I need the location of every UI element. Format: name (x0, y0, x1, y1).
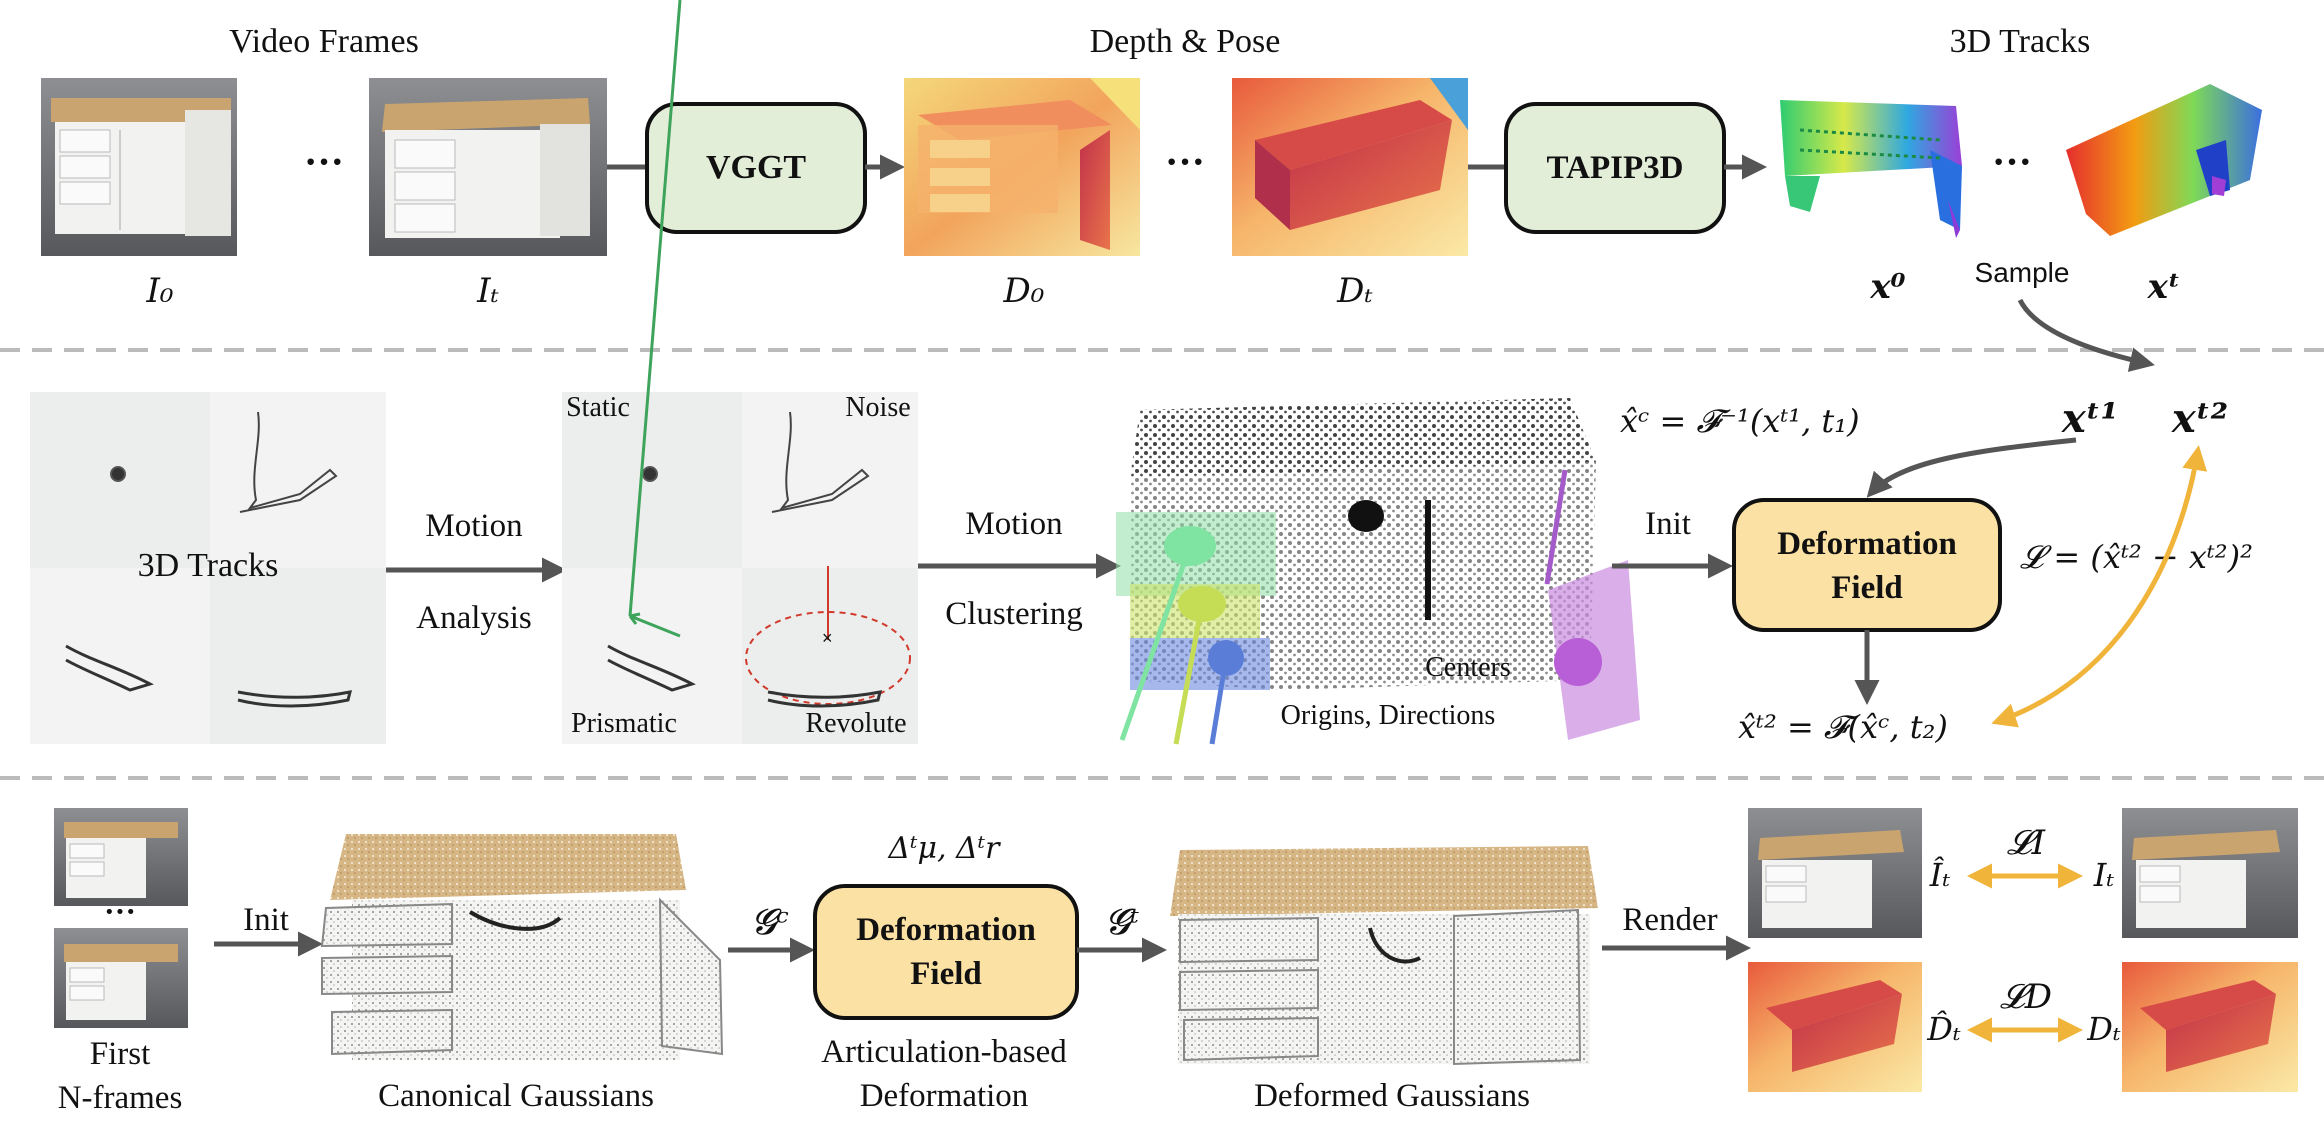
articulation-label-2: Deformation (860, 1078, 1029, 1114)
eq-inverse-deformation: x̂ᶜ = 𝓕⁻¹(xᵗ¹, t₁) (1620, 402, 1860, 440)
depth-d0-image (904, 78, 1140, 256)
rendered-rgb-image (1748, 808, 1922, 938)
label-i0: I₀ (145, 271, 173, 311)
depth-dt-image (1232, 78, 1468, 256)
label-xt: xᵗ (2147, 267, 2181, 307)
frames-ellipsis: ··· (304, 139, 344, 184)
deformation3-label-1: Deformation (856, 912, 1036, 948)
deformed-gaussians-cloud (1170, 846, 1598, 1066)
init-label-stage3: Init (243, 902, 289, 938)
class-noise: Noise (845, 392, 910, 423)
centers-label: Centers (1425, 652, 1511, 683)
clustered-point-cloud (1116, 398, 1640, 745)
stage2-motion-analysis: 3D Tracks Motion Analysis × Static Noise… (30, 0, 2253, 746)
stage1-preprocessing: Video Frames Depth & Pose 3D Tracks I₀ ·… (41, 23, 2262, 372)
title-video-frames: Video Frames (229, 23, 419, 60)
canonical-gaussians-cloud (320, 834, 724, 1060)
motion-analysis-line2: Analysis (416, 600, 532, 636)
tapip3d-box: TAPIP3D (1504, 102, 1726, 234)
tracks-xt-cloud (2066, 84, 2262, 236)
revolute-track (237, 690, 353, 708)
first-frame-thumb-1 (54, 808, 188, 906)
init-label-stage2: Init (1645, 506, 1691, 542)
depth-ellipsis: ··· (1165, 139, 1205, 184)
title-3d-tracks: 3D Tracks (1950, 23, 2091, 60)
class-revolute: Revolute (805, 708, 906, 739)
first-label-2: N-frames (58, 1080, 183, 1116)
rendered-depth-image (1748, 962, 1922, 1092)
motion-clustering-line2: Clustering (945, 596, 1083, 632)
label-dt-hat: D̂ₜ (1926, 1010, 1961, 1048)
articulation-label-1: Articulation-based (821, 1034, 1067, 1070)
vggt-box: VGGT (645, 102, 867, 234)
tracks-panel (30, 392, 386, 744)
first-frames-ellipsis: ··· (104, 893, 136, 929)
first-frame-thumb-2 (54, 928, 188, 1028)
prismatic-track (65, 644, 154, 692)
revolute-circle (745, 611, 911, 705)
label-it-gt: Iₜ (2093, 856, 2115, 894)
label-gt: 𝓖ᵗ (1105, 902, 1139, 943)
tracks-ellipsis: ··· (1992, 139, 2032, 184)
label-gc: 𝓖ᶜ (751, 902, 789, 943)
title-depth-pose: Depth & Pose (1090, 23, 1281, 60)
render-label: Render (1622, 902, 1717, 938)
vggt-label: VGGT (706, 149, 806, 186)
frame-i0-image (41, 78, 237, 256)
classified-panel: × (562, 0, 918, 744)
gt-depth-image (2122, 962, 2298, 1092)
eq-loss: 𝓛 = (x̂ᵗ² − xᵗ²)² (2020, 538, 2253, 576)
label-xt2: xᵗ² (2171, 395, 2228, 442)
prismatic-direction (628, 0, 682, 617)
deformation-label-2: Field (1831, 570, 1903, 606)
label-deltas: Δᵗμ, Δᵗr (887, 831, 1001, 866)
tracks-panel-label: 3D Tracks (138, 547, 279, 584)
eq-forward-deformation: x̂ᵗ² = 𝓕(x̂ᶜ, t₂) (1738, 708, 1948, 746)
label-it: Iₜ (476, 271, 499, 311)
stage3-gaussian-optimization: ··· First N-frames Init Canonical Gaussi… (54, 808, 2298, 1116)
label-d0: D₀ (1003, 271, 1045, 311)
label-loss-i: 𝓛I (2007, 823, 2046, 863)
first-label-1: First (90, 1036, 151, 1072)
label-dt-gt: Dₜ (2086, 1010, 2121, 1048)
frame-it-image (369, 78, 607, 256)
deformation3-label-2: Field (910, 956, 982, 992)
noise-track (239, 411, 338, 513)
label-loss-d: 𝓛D (2000, 977, 2052, 1017)
arrow-sample (2017, 298, 2155, 372)
class-prismatic: Prismatic (571, 708, 677, 739)
class-static: Static (566, 392, 630, 423)
svg-text:×: × (822, 628, 833, 648)
sample-label: Sample (1975, 257, 2070, 288)
canonical-label: Canonical Gaussians (378, 1078, 654, 1114)
label-x0: x⁰ (1869, 267, 1905, 307)
label-it-hat: Îₜ (1929, 856, 1951, 894)
arrow-xt1-to-field (1866, 437, 2077, 498)
motion-clustering-line1: Motion (965, 506, 1062, 542)
tracks-x0-cloud (1780, 100, 1962, 238)
deformed-label: Deformed Gaussians (1254, 1078, 1530, 1114)
deformation-label-1: Deformation (1777, 526, 1957, 562)
tapip3d-label: TAPIP3D (1547, 150, 1684, 186)
static-track-dot (110, 466, 126, 482)
motion-analysis-line1: Motion (425, 508, 522, 544)
loss-feedback-arrow (1991, 445, 2208, 728)
origins-directions-label: Origins, Directions (1281, 700, 1496, 731)
deformation-field-box-stage3: Deformation Field (813, 884, 1079, 1020)
label-xt1: xᵗ¹ (2061, 395, 2118, 442)
gt-rgb-image (2122, 808, 2298, 938)
label-dt: Dₜ (1336, 271, 1373, 311)
deformation-field-box-stage2: Deformation Field (1732, 498, 2002, 632)
